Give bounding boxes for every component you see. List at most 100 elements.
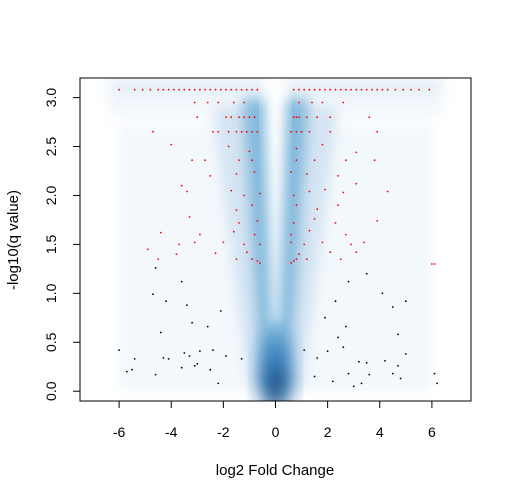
series-0 <box>118 88 436 265</box>
data-point <box>324 316 326 319</box>
data-point <box>238 159 240 162</box>
data-point <box>290 233 292 236</box>
data-point <box>355 88 358 91</box>
data-point <box>193 88 196 91</box>
data-point <box>391 372 394 375</box>
data-point <box>433 263 436 265</box>
data-point <box>350 88 352 91</box>
data-point <box>253 171 256 173</box>
data-point <box>318 88 321 91</box>
data-point <box>196 362 199 365</box>
data-point <box>251 159 253 162</box>
data-point <box>391 306 394 308</box>
data-point <box>230 116 233 119</box>
data-point <box>329 88 332 91</box>
data-point <box>368 373 371 376</box>
data-point <box>326 350 329 352</box>
data-point <box>193 241 196 244</box>
data-point <box>363 241 365 244</box>
data-point <box>290 171 292 173</box>
y-tick-label: 1.5 <box>43 234 59 254</box>
data-point <box>165 300 167 303</box>
data-point <box>191 321 194 324</box>
density-background <box>108 78 443 401</box>
data-point <box>199 88 201 91</box>
data-point <box>381 292 384 295</box>
data-point <box>295 130 298 133</box>
data-point <box>316 357 319 359</box>
data-point <box>186 304 188 306</box>
data-point <box>345 159 347 162</box>
data-point <box>295 147 298 150</box>
data-point <box>410 88 412 91</box>
data-point <box>342 191 345 194</box>
data-point <box>178 243 181 246</box>
data-point <box>259 243 261 246</box>
data-point <box>368 116 371 119</box>
data-point <box>321 241 324 244</box>
y-axis: 0.0 0.5 1.0 1.5 2.0 2.5 3.0 <box>43 88 81 401</box>
data-point <box>225 116 227 119</box>
data-point <box>290 241 292 244</box>
data-point <box>209 368 212 371</box>
data-point <box>206 325 209 328</box>
data-point <box>298 116 300 119</box>
data-point <box>188 355 191 357</box>
data-point <box>159 331 162 334</box>
data-point <box>180 184 183 187</box>
data-point <box>170 143 173 146</box>
data-point <box>253 116 256 119</box>
data-point <box>219 310 222 312</box>
data-point <box>259 192 261 195</box>
data-point <box>292 194 295 197</box>
data-point <box>300 130 303 133</box>
data-point <box>397 364 399 367</box>
data-point <box>126 370 128 373</box>
x-tick-label: 6 <box>428 424 436 440</box>
data-point <box>316 208 319 211</box>
data-point <box>232 101 235 104</box>
data-point <box>167 358 170 360</box>
data-point <box>193 101 196 104</box>
data-point <box>386 88 389 91</box>
data-point <box>214 252 217 255</box>
data-point <box>428 88 431 91</box>
data-point <box>298 253 300 256</box>
data-point <box>186 190 188 193</box>
data-point <box>259 262 261 264</box>
data-point <box>193 364 196 367</box>
data-point <box>235 258 238 260</box>
data-point <box>251 204 253 207</box>
data-point <box>290 130 292 133</box>
data-point <box>337 175 339 177</box>
data-point <box>131 368 134 371</box>
data-point <box>305 258 308 260</box>
data-point <box>154 373 157 376</box>
data-point <box>404 300 407 303</box>
data-point <box>245 88 248 91</box>
x-axis-title: log2 Fold Change <box>216 462 334 479</box>
data-point <box>248 116 251 119</box>
data-point <box>214 88 217 91</box>
data-point <box>298 88 300 91</box>
data-point <box>235 209 238 212</box>
data-point <box>321 101 324 104</box>
data-point <box>154 267 157 269</box>
data-point <box>329 130 332 133</box>
data-point <box>199 350 201 352</box>
data-point <box>313 375 316 378</box>
data-point <box>342 101 345 104</box>
data-point <box>225 355 227 357</box>
data-point <box>298 101 300 104</box>
data-point <box>243 116 246 119</box>
data-point <box>230 88 233 91</box>
data-point <box>331 380 334 383</box>
y-tick-label: 0.5 <box>43 332 59 352</box>
data-point <box>404 353 407 355</box>
data-point <box>303 349 306 351</box>
data-point <box>219 88 222 91</box>
data-point <box>235 88 238 91</box>
data-point <box>376 88 379 91</box>
data-point <box>365 361 368 364</box>
